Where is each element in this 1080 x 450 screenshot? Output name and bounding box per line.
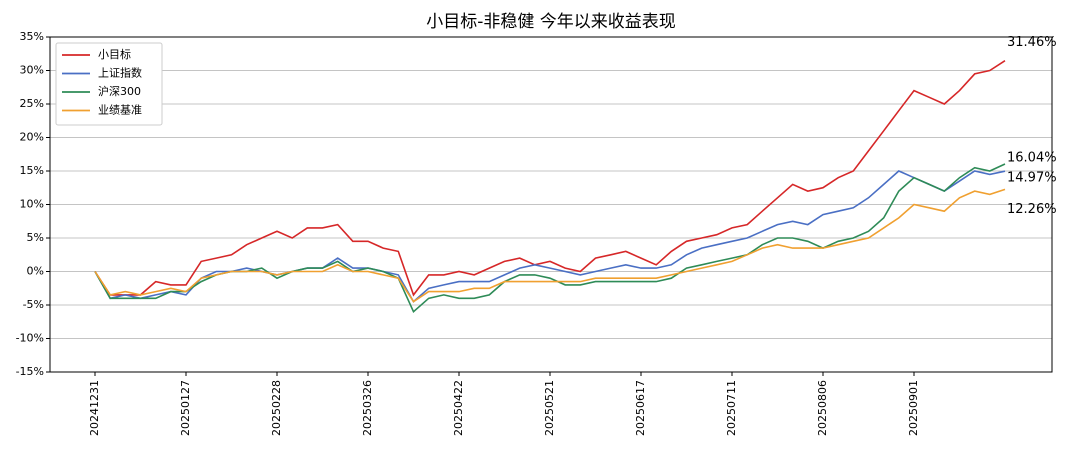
legend-label: 沪深300 bbox=[98, 84, 141, 98]
x-tick-label: 20250326 bbox=[361, 380, 374, 436]
y-tick-label: 35% bbox=[20, 30, 44, 43]
x-tick-label: 20250806 bbox=[816, 380, 829, 436]
value-label: 31.46% bbox=[1007, 35, 1057, 50]
y-tick-label: 15% bbox=[20, 164, 44, 177]
chart-title: 小目标-非稳健 今年以来收益表现 bbox=[426, 12, 676, 32]
x-tick-label: 20241231 bbox=[88, 380, 101, 436]
y-tick-label: -10% bbox=[16, 332, 44, 345]
y-tick-label: 30% bbox=[20, 64, 44, 77]
x-tick-label: 20250422 bbox=[452, 380, 465, 436]
x-tick-label: 20250127 bbox=[179, 380, 192, 436]
series-line bbox=[94, 188, 1006, 303]
legend-box bbox=[55, 42, 163, 126]
y-tick-label: 5% bbox=[27, 231, 44, 244]
x-tick-label: 20250521 bbox=[543, 380, 556, 436]
series-line bbox=[94, 170, 1006, 303]
value-label: 12.26% bbox=[1007, 202, 1057, 217]
value-label: 14.97% bbox=[1007, 171, 1057, 186]
legend-label: 小目标 bbox=[98, 47, 131, 61]
series-line bbox=[94, 60, 1006, 297]
x-tick-label: 20250711 bbox=[725, 380, 738, 436]
y-tick-label: -5% bbox=[23, 298, 44, 311]
value-label: 16.04% bbox=[1007, 151, 1057, 166]
legend-label: 上证指数 bbox=[98, 66, 142, 80]
legend-label: 业绩基准 bbox=[98, 104, 142, 117]
y-tick-label: 10% bbox=[20, 198, 44, 211]
y-tick-label: 25% bbox=[20, 97, 44, 110]
plot-frame bbox=[49, 36, 1053, 373]
x-tick-label: 20250901 bbox=[907, 380, 920, 436]
y-tick-label: -15% bbox=[16, 365, 44, 378]
x-tick-label: 20250228 bbox=[270, 380, 283, 436]
x-tick-label: 20250617 bbox=[634, 380, 647, 436]
y-tick-label: 0% bbox=[27, 265, 44, 278]
y-tick-label: 20% bbox=[20, 131, 44, 144]
